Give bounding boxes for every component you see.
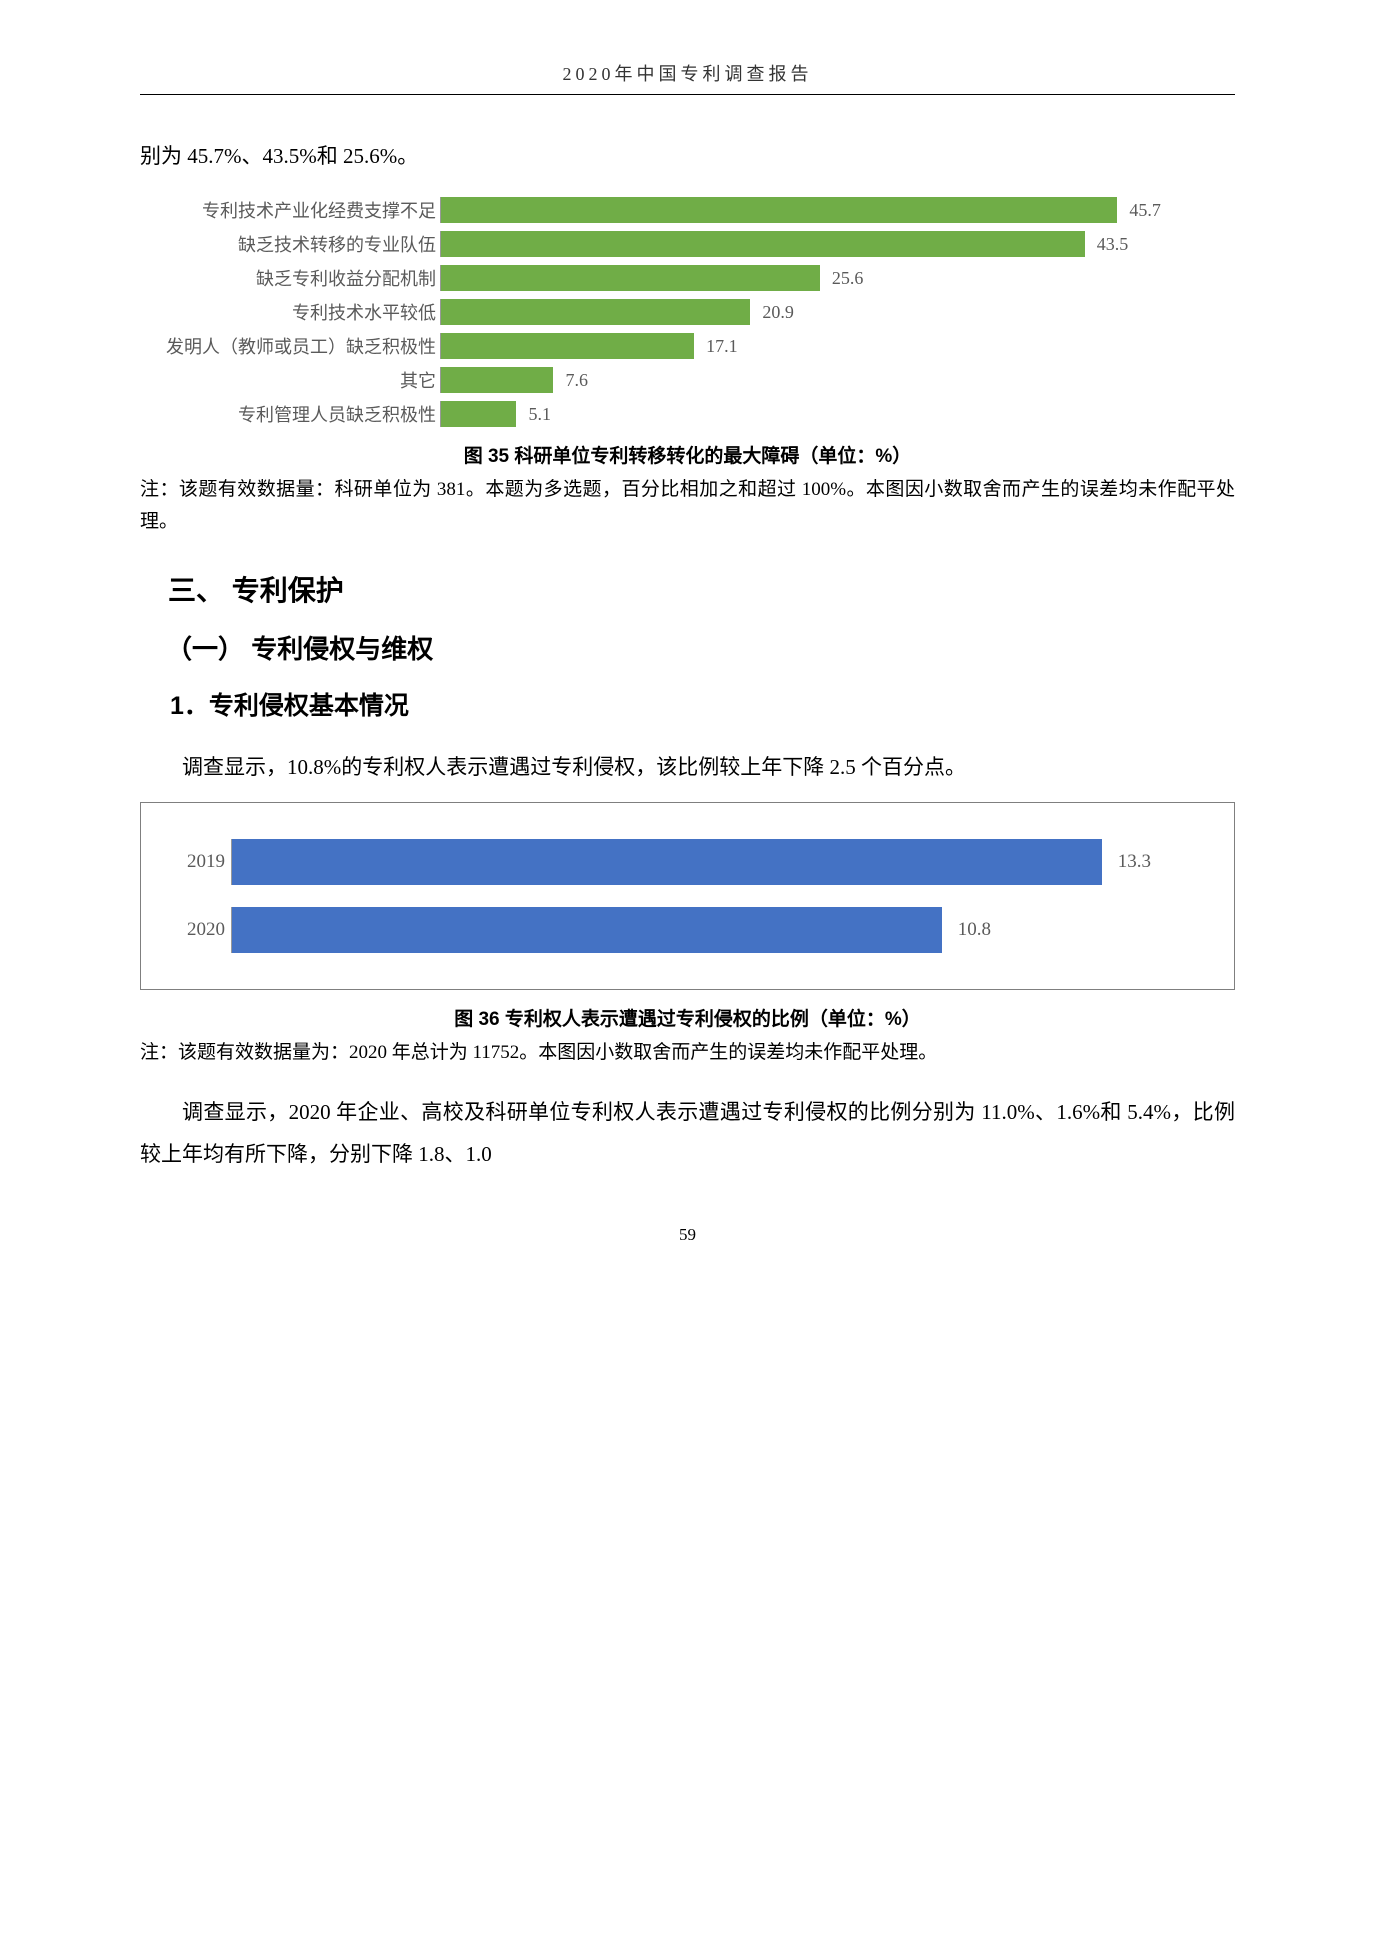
chart-36: 2019 13.3 2020 10.8 — [140, 802, 1235, 990]
chart-36-row: 2020 10.8 — [161, 907, 1214, 953]
paragraph-2: 调查显示，10.8%的专利权人表示遭遇过专利侵权，该比例较上年下降 2.5 个百… — [140, 746, 1235, 788]
chart-35-row-label: 发明人（教师或员工）缺乏积极性 — [140, 333, 440, 359]
chart-36-row-label: 2020 — [161, 919, 231, 941]
chart-35-caption: 图 35 科研单位专利转移转化的最大障碍（单位：%） — [140, 441, 1235, 468]
chart-36-row-track: 10.8 — [231, 907, 1151, 953]
chart-35-bar — [441, 367, 553, 393]
chart-36-caption: 图 36 专利权人表示遭遇过专利侵权的比例（单位：%） — [140, 1004, 1235, 1031]
chart-35-value: 45.7 — [1129, 200, 1161, 221]
page-header: 2020年中国专利调查报告 — [140, 60, 1235, 86]
chart-35-row-track: 17.1 — [440, 333, 1180, 359]
page-number: 59 — [140, 1225, 1235, 1245]
chart-35: 专利技术产业化经费支撑不足 45.7 缺乏技术转移的专业队伍 43.5 缺乏专利收益分配… — [140, 197, 1235, 427]
chart-35-value: 7.6 — [565, 370, 588, 391]
chart-35-row-track: 45.7 — [440, 197, 1180, 223]
chart-35-row-label: 专利技术水平较低 — [140, 299, 440, 325]
chart-35-value: 20.9 — [762, 302, 794, 323]
paragraph-3: 调查显示，2020 年企业、高校及科研单位专利权人表示遭遇过专利侵权的比例分别为… — [140, 1091, 1235, 1175]
chart-35-row: 专利技术水平较低 20.9 — [140, 299, 1235, 325]
chart-36-value: 13.3 — [1118, 851, 1151, 873]
header-rule — [140, 94, 1235, 95]
chart-36-bar — [232, 907, 942, 953]
chart-36-row-label: 2019 — [161, 851, 231, 873]
chart-36-value: 10.8 — [958, 919, 991, 941]
chart-35-row: 发明人（教师或员工）缺乏积极性 17.1 — [140, 333, 1235, 359]
chart-35-value: 5.1 — [528, 404, 551, 425]
chart-35-bar — [441, 231, 1085, 257]
chart-35-bar — [441, 197, 1117, 223]
chart-35-row-track: 7.6 — [440, 367, 1180, 393]
chart-36-bar — [232, 839, 1102, 885]
chart-35-row-track: 5.1 — [440, 401, 1180, 427]
chart-35-bar — [441, 401, 516, 427]
chart-35-value: 25.6 — [832, 268, 864, 289]
chart-35-row-label: 缺乏专利收益分配机制 — [140, 265, 440, 291]
chart-35-value: 17.1 — [706, 336, 738, 357]
chart-35-bar — [441, 299, 750, 325]
chart-35-bar — [441, 333, 694, 359]
chart-35-row-track: 25.6 — [440, 265, 1180, 291]
intro-paragraph: 别为 45.7%、43.5%和 25.6%。 — [140, 135, 1235, 177]
chart-35-bar — [441, 265, 820, 291]
chart-35-row-track: 20.9 — [440, 299, 1180, 325]
chart-35-row: 专利管理人员缺乏积极性 5.1 — [140, 401, 1235, 427]
chart-36-note: 注：该题有效数据量为：2020 年总计为 11752。本图因小数取舍而产生的误差… — [140, 1037, 1235, 1069]
chart-35-row-label: 专利技术产业化经费支撑不足 — [140, 197, 440, 223]
chart-35-row: 专利技术产业化经费支撑不足 45.7 — [140, 197, 1235, 223]
heading-item-1: 1．专利侵权基本情况 — [140, 686, 1235, 722]
chart-35-value: 43.5 — [1097, 234, 1129, 255]
chart-36-row-track: 13.3 — [231, 839, 1151, 885]
chart-35-row-label: 专利管理人员缺乏积极性 — [140, 401, 440, 427]
chart-35-row-track: 43.5 — [440, 231, 1180, 257]
heading-section-3: 三、 专利保护 — [140, 569, 1235, 609]
chart-35-row: 缺乏专利收益分配机制 25.6 — [140, 265, 1235, 291]
heading-subsection-1: （一） 专利侵权与维权 — [140, 629, 1235, 666]
chart-35-row-label: 缺乏技术转移的专业队伍 — [140, 231, 440, 257]
chart-35-row-label: 其它 — [140, 367, 440, 393]
chart-35-row: 其它 7.6 — [140, 367, 1235, 393]
chart-36-row: 2019 13.3 — [161, 839, 1214, 885]
chart-35-note: 注：该题有效数据量：科研单位为 381。本题为多选题，百分比相加之和超过 100… — [140, 474, 1235, 539]
chart-35-row: 缺乏技术转移的专业队伍 43.5 — [140, 231, 1235, 257]
